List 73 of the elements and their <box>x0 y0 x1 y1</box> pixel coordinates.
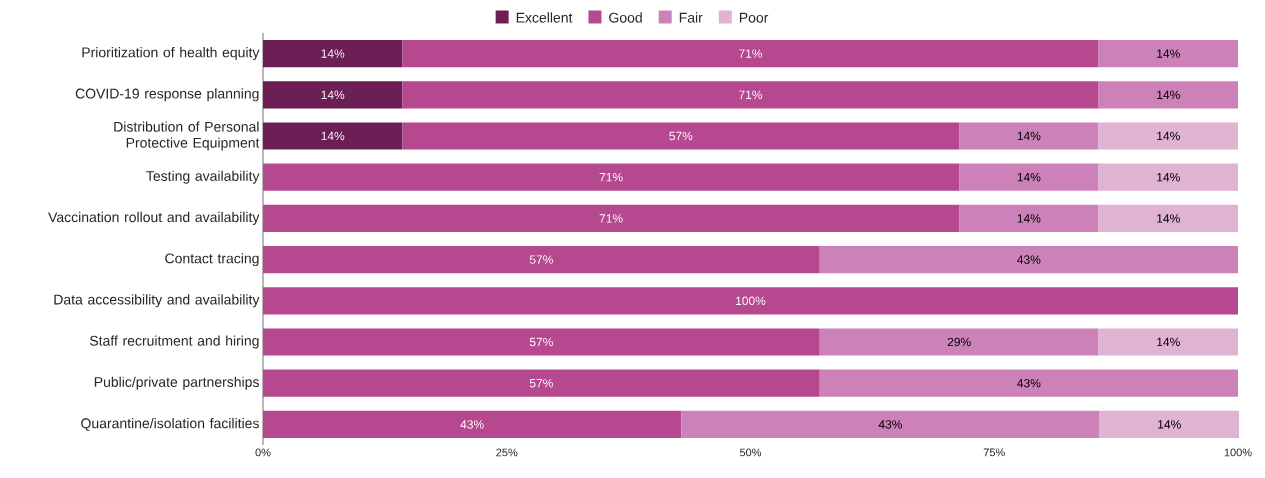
data-label: 43% <box>878 420 902 429</box>
y-tick-label: Vaccination rollout and availability <box>48 211 260 225</box>
data-label: 71% <box>739 90 763 99</box>
data-label: 43% <box>1017 378 1041 388</box>
bar <box>402 81 1099 109</box>
data-label: 71% <box>599 172 623 182</box>
data-label: 14% <box>1157 131 1180 141</box>
y-tick-label: Distribution of Personal Protective Equipment <box>114 121 260 151</box>
data-label: 71% <box>599 214 623 223</box>
bar <box>819 369 1238 397</box>
data-label: 14% <box>1017 131 1041 141</box>
bar <box>959 204 1099 232</box>
bar <box>819 328 1099 356</box>
bar <box>1098 122 1238 150</box>
bar <box>263 287 1238 315</box>
bar <box>263 410 682 438</box>
data-label: 100% <box>736 296 766 306</box>
bar <box>263 369 820 397</box>
legend-label: Good <box>609 12 642 23</box>
bar <box>402 40 1099 68</box>
y-tick-label: COVID-19 response planning <box>75 88 259 102</box>
data-label: 57% <box>529 378 553 388</box>
bar <box>819 246 1238 274</box>
data-label: 14% <box>1157 214 1180 223</box>
bar <box>1098 163 1238 191</box>
legend-label: Poor <box>739 12 769 23</box>
data-label: 14% <box>1157 172 1180 182</box>
legend-label: Fair <box>679 12 703 23</box>
bar <box>1098 204 1238 232</box>
data-label: 71% <box>739 49 763 58</box>
y-tick-label: Public/private partnerships <box>94 376 259 390</box>
x-tick-label: 50% <box>739 448 762 457</box>
bar <box>263 328 820 356</box>
data-label: 14% <box>1017 214 1041 223</box>
data-label: 43% <box>1017 255 1041 264</box>
data-label: 14% <box>1157 337 1180 347</box>
bar <box>959 122 1099 150</box>
bar <box>263 81 403 109</box>
x-tick-label: 0% <box>255 448 271 457</box>
bar <box>263 163 960 191</box>
data-label: 14% <box>1157 49 1180 58</box>
data-label: 57% <box>529 255 553 264</box>
data-label: 57% <box>669 131 693 141</box>
x-tick-label: 100% <box>1224 448 1252 457</box>
legend-label: Excellent <box>516 12 573 23</box>
y-tick-label: Contact tracing <box>165 253 259 267</box>
y-tick-label: Testing availability <box>146 170 260 184</box>
bar <box>681 410 1100 438</box>
data-label: 14% <box>1017 172 1041 182</box>
bar <box>402 122 960 150</box>
x-tick-label: 25% <box>496 448 518 457</box>
x-tick-label: 75% <box>983 448 1005 457</box>
bar <box>1098 40 1238 68</box>
y-tick-label: Quarantine/isolation facilities <box>81 417 259 431</box>
data-label: 29% <box>947 337 971 347</box>
bar <box>263 246 820 274</box>
data-label: 14% <box>321 131 345 141</box>
bar <box>263 40 403 68</box>
bar <box>1098 328 1238 356</box>
data-label: 14% <box>1157 90 1180 99</box>
data-label: 14% <box>1158 420 1181 429</box>
data-label: 14% <box>321 90 345 99</box>
y-tick-label: Data accessibility and availability <box>54 294 260 308</box>
bar <box>263 122 403 150</box>
y-tick-label: Staff recruitment and hiring <box>89 335 259 349</box>
bar <box>1098 81 1238 109</box>
data-label: 43% <box>460 420 484 429</box>
bar <box>959 163 1099 191</box>
bar <box>1099 410 1239 438</box>
data-label: 14% <box>321 49 345 58</box>
bar <box>263 204 960 232</box>
data-label: 57% <box>529 337 553 347</box>
y-tick-label: Prioritization of health equity <box>82 47 260 61</box>
